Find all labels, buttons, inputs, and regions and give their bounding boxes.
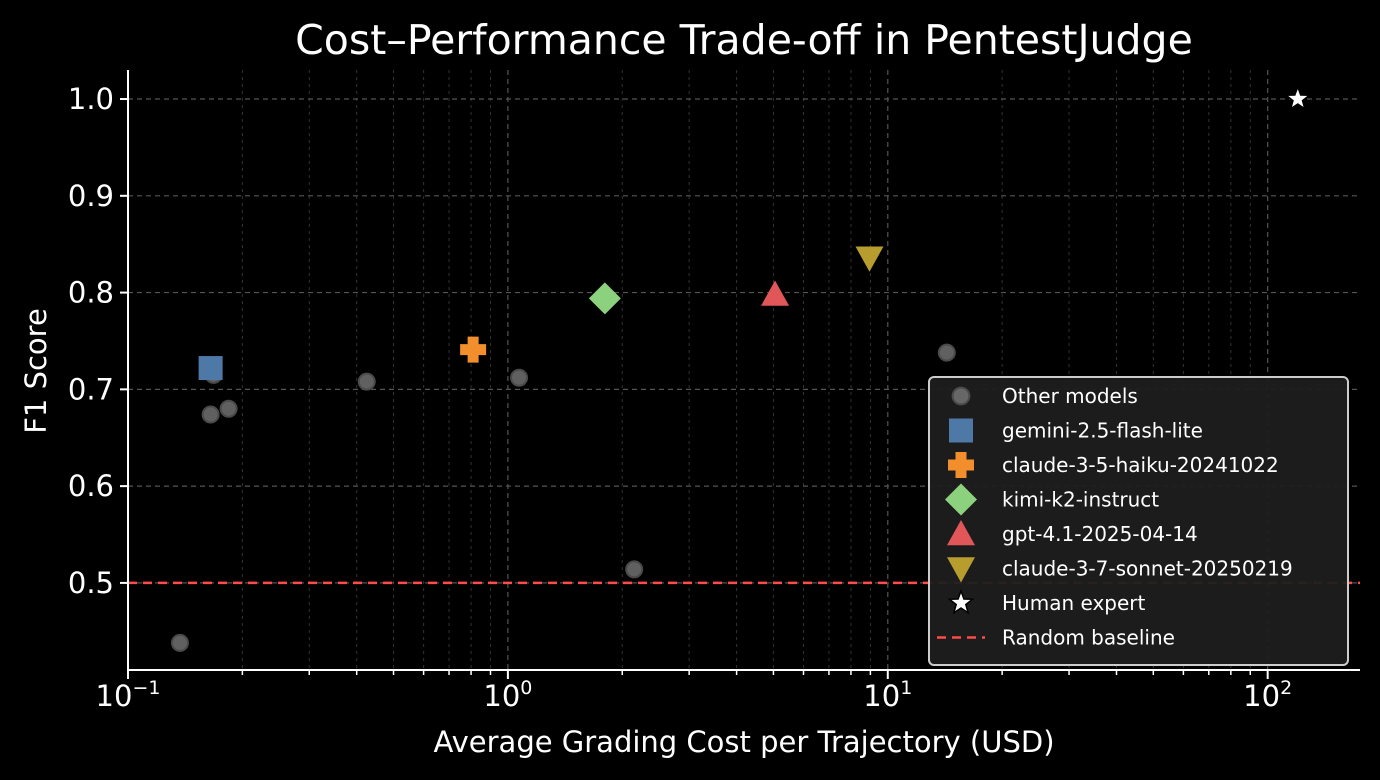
legend-swatch-square	[949, 418, 973, 443]
other-models-point	[201, 405, 220, 424]
other-models-point	[625, 560, 644, 579]
legend-swatch-star	[947, 588, 975, 615]
other-models-point	[219, 399, 238, 418]
legend-box	[928, 376, 1349, 666]
other-models-point	[510, 368, 529, 387]
legend-label: gemini-2.5-flash-lite	[1002, 419, 1203, 443]
y-tick-label: 1.0	[68, 82, 114, 116]
data-points	[170, 84, 1312, 652]
x-tick-label: 101	[863, 677, 912, 713]
legend-label: Other models	[1002, 384, 1138, 408]
other-models-point	[357, 372, 376, 391]
gemini-2-5-flash-lite-point	[198, 356, 223, 381]
y-axis-title: F1 Score	[19, 308, 53, 434]
legend-swatch-triangle-up	[947, 520, 975, 546]
x-axis-title: Average Grading Cost per Trajectory (USD…	[433, 725, 1054, 759]
legend-label: gpt-4.1-2025-04-14	[1002, 522, 1198, 546]
claude-3-5-haiku-20241022-point	[460, 336, 487, 363]
legend-label: Human expert	[1002, 591, 1145, 615]
legend-swatch-diamond	[945, 483, 977, 516]
legend-label: Random baseline	[1002, 626, 1175, 650]
x-tick-label: 10−1	[96, 677, 161, 713]
legend: Other models gemini-2.5-flash-lite claude-…	[928, 376, 1349, 666]
x-tick-label: 102	[1243, 677, 1292, 713]
legend-swatch-plus	[948, 452, 974, 478]
x-tick-label: 100	[483, 677, 532, 713]
claude-3-7-sonnet-20250219-point	[855, 246, 884, 272]
legend-swatch-triangle-down	[947, 557, 975, 583]
y-tick-label: 0.8	[68, 276, 114, 310]
chart-title: Cost–Performance Trade-off in PentestJud…	[295, 16, 1193, 64]
y-tick-label: 0.9	[68, 179, 114, 213]
gpt-4-1-2025-04-14-point	[761, 280, 790, 306]
kimi-k2-instruct-point	[588, 282, 621, 315]
y-tick-label: 0.7	[68, 372, 114, 406]
legend-swatch-circle	[951, 386, 971, 406]
y-tick-label: 0.6	[68, 469, 114, 503]
human-expert-point	[1284, 84, 1312, 111]
legend-label: kimi-k2-instruct	[1002, 488, 1159, 512]
y-tick-label: 0.5	[68, 566, 114, 600]
legend-label: claude-3-7-sonnet-20250219	[1002, 557, 1293, 581]
legend-label: claude-3-5-haiku-20241022	[1002, 453, 1279, 477]
other-models-point	[937, 343, 956, 362]
other-models-point	[170, 633, 189, 652]
